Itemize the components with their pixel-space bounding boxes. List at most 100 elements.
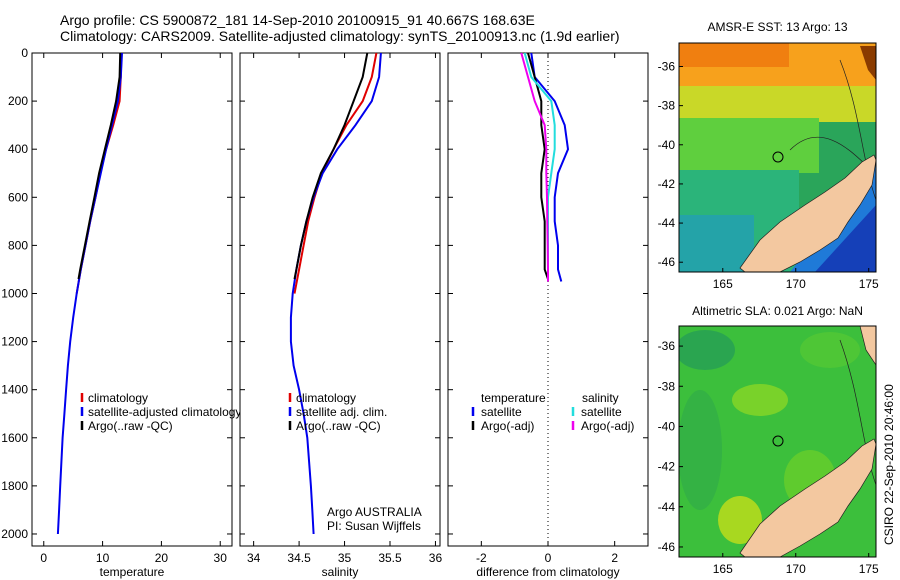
sla-blob-3 xyxy=(732,384,788,416)
sla-contour-1 xyxy=(839,339,876,486)
map-ytick-label: -36 xyxy=(658,59,676,73)
csiro-timestamp: CSIRO 22-Sep-2010 20:46:00 xyxy=(882,384,896,545)
map-ytick-label: -36 xyxy=(658,339,676,353)
xtick-label: 2 xyxy=(611,551,618,565)
map-ytick-label: -40 xyxy=(658,138,676,152)
map-xtick-label: 170 xyxy=(786,277,806,291)
map-ytick-label: -42 xyxy=(658,460,676,474)
sst-south-island xyxy=(739,154,876,272)
xtick-label: 36 xyxy=(429,551,443,565)
series-line-temperature-satellite xyxy=(530,52,570,282)
series-line-argo-raw-qc- xyxy=(293,52,369,280)
series-line-satellite-adj-clim- xyxy=(289,52,382,535)
legend-label: satellite-adjusted climatology xyxy=(88,405,241,419)
sla-coast-north xyxy=(859,326,876,366)
map-ytick-label: -44 xyxy=(658,216,676,230)
ytick-label: 1800 xyxy=(1,479,28,493)
xtick-label: 30 xyxy=(214,551,228,565)
map-title-sla-map: Altimetric SLA: 0.021 Argo: NaN xyxy=(692,304,863,318)
map-title-sst-map: AMSR-E SST: 13 Argo: 13 xyxy=(707,20,847,34)
map-ytick-label: -38 xyxy=(658,379,676,393)
legend-title-temperature: temperature xyxy=(481,391,546,405)
legend-title-salinity: salinity xyxy=(582,391,619,405)
ytick-label: 600 xyxy=(8,190,28,204)
sla-map-frame xyxy=(678,325,877,558)
ytick-label: 200 xyxy=(8,94,28,108)
legend-label: Argo(-adj) xyxy=(581,419,634,433)
sla-map xyxy=(678,325,877,558)
panel-frame-salinity xyxy=(239,52,441,547)
chart-title-line2: Climatology: CARS2009. Satellite-adjuste… xyxy=(60,28,620,44)
xtick-label: 34.5 xyxy=(287,551,311,565)
annotation-line2: PI: Susan Wijffels xyxy=(327,519,421,533)
x-axis-label: difference from climatology xyxy=(476,565,619,579)
panel-frame-temperature xyxy=(31,52,233,547)
xtick-label: 35 xyxy=(338,551,352,565)
ytick-label: 2000 xyxy=(1,527,28,541)
sst-map-frame xyxy=(678,42,877,273)
ytick-label: 1000 xyxy=(1,286,28,300)
legend-label: satellite adj. clim. xyxy=(296,405,387,419)
map-xtick-label: 175 xyxy=(859,562,879,576)
legend-label: Argo(..raw -QC) xyxy=(296,419,381,433)
xtick-label: -2 xyxy=(476,551,487,565)
series-line-satellite-adjusted-climatology xyxy=(56,52,123,535)
sla-blob-4 xyxy=(718,496,762,544)
panel-frame-difference xyxy=(447,52,649,547)
ytick-label: 0 xyxy=(21,46,28,60)
sst-profile-marker xyxy=(772,151,784,163)
sst-map xyxy=(678,42,877,273)
xtick-label: 35.5 xyxy=(378,551,402,565)
panel-salinity: 34 34.5 35 35.5 36 salinity climatologysatelli… xyxy=(239,52,443,579)
ytick-label: 1600 xyxy=(1,431,28,445)
panel-temperature: 0 10 20 30 0 200 400 600 800 1000 1200 1400 1600 1800… xyxy=(1,46,241,579)
xtick-label: 34 xyxy=(247,551,261,565)
legend-label: climatology xyxy=(88,391,148,405)
xtick-label: 20 xyxy=(155,551,169,565)
map-xtick-label: 165 xyxy=(713,562,733,576)
legend-label: Argo(..raw -QC) xyxy=(88,419,173,433)
chart-title-line1: Argo profile: CS 5900872_181 14-Sep-2010… xyxy=(60,12,535,28)
map-ytick-label: -44 xyxy=(658,500,676,514)
ytick-label: 800 xyxy=(8,238,28,252)
profile-panels: 0 10 20 30020040060080010001200140016001800… xyxy=(1,46,649,579)
legend-label: Argo(-adj) xyxy=(481,419,534,433)
xtick-label: 0 xyxy=(545,551,552,565)
sla-blob-6 xyxy=(800,332,860,368)
map-ytick-label: -46 xyxy=(658,255,676,269)
sst-light-green-band xyxy=(679,118,819,173)
sst-dark-blue-region xyxy=(815,205,876,272)
map-labels: AMSR-E SST: 13 Argo: 13 165 170 175 -36 -38 -4… xyxy=(658,20,879,576)
map-xtick-label: 170 xyxy=(786,562,806,576)
sla-south-island xyxy=(739,438,876,557)
sla-blob-1 xyxy=(679,330,735,370)
x-axis-label: salinity xyxy=(322,565,359,579)
ytick-label: 1400 xyxy=(1,383,28,397)
sla-profile-marker xyxy=(772,435,784,447)
map-xtick-label: 175 xyxy=(859,277,879,291)
legend-label: satellite xyxy=(481,405,522,419)
series-line-temperature-argo-adj- xyxy=(527,52,549,280)
series-line-argo-raw-qc- xyxy=(77,52,122,280)
xtick-label: 10 xyxy=(96,551,110,565)
map-ytick-label: -46 xyxy=(658,540,676,554)
legend-label: satellite xyxy=(581,405,622,419)
ytick-label: 1200 xyxy=(1,335,28,349)
ytick-label: 400 xyxy=(8,142,28,156)
series-line-salinity-argo-adj- xyxy=(520,52,549,282)
map-ytick-label: -40 xyxy=(658,419,676,433)
legend-label: climatology xyxy=(296,391,356,405)
xtick-label: 0 xyxy=(40,551,47,565)
sst-coast-north xyxy=(860,46,876,80)
sst-yellow-band xyxy=(679,86,876,122)
annotation-line1: Argo AUSTRALIA xyxy=(327,505,422,519)
sst-warmest-band xyxy=(679,43,789,67)
sst-cyan-band xyxy=(679,215,754,272)
sst-contour-2 xyxy=(789,136,867,166)
x-axis-label: temperature xyxy=(100,565,165,579)
sla-blob-2 xyxy=(679,390,722,510)
map-ytick-label: -42 xyxy=(658,177,676,191)
map-xtick-label: 165 xyxy=(713,277,733,291)
